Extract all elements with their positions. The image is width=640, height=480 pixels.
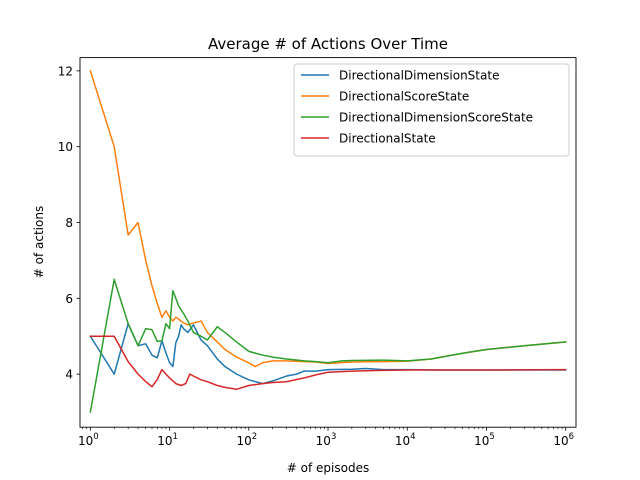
y-axis-label: # of actions <box>32 206 46 278</box>
y-tick-label-0: 4 <box>65 368 73 382</box>
x-axis: 100 101 102 103 104 105 106 <box>78 427 574 448</box>
series-line-3 <box>89 335 567 391</box>
x-tick-label-6: 106 <box>553 432 574 448</box>
legend-label-3: DirectionalState <box>339 132 436 146</box>
chart-title: Average # of Actions Over Time <box>208 35 448 53</box>
x-tick-label-1: 101 <box>157 432 178 448</box>
series-line-1 <box>89 69 567 368</box>
y-tick-label-1: 6 <box>65 292 73 306</box>
legend-box <box>293 63 570 157</box>
legend-label-1: DirectionalScoreState <box>339 90 469 104</box>
series-line-0 <box>89 322 567 385</box>
x-axis-label: # of episodes <box>287 461 369 475</box>
legend-label-2: DirectionalDimensionScoreState <box>339 111 533 125</box>
y-tick-label-4: 12 <box>58 64 73 78</box>
x-tick-label-5: 105 <box>474 432 495 448</box>
y-tick-label-2: 8 <box>65 216 73 230</box>
series-layer <box>89 69 567 413</box>
x-tick-label-3: 103 <box>316 432 337 448</box>
x-tick-label-4: 104 <box>395 432 416 448</box>
y-axis: 4 6 8 10 12 <box>58 64 80 382</box>
y-tick-label-3: 10 <box>58 140 73 154</box>
series-line-2 <box>89 278 567 413</box>
legend-label-0: DirectionalDimensionState <box>339 69 499 83</box>
x-tick-label-0: 100 <box>78 432 99 448</box>
legend: DirectionalDimensionState DirectionalScor… <box>293 63 570 157</box>
x-tick-label-2: 102 <box>236 432 257 448</box>
